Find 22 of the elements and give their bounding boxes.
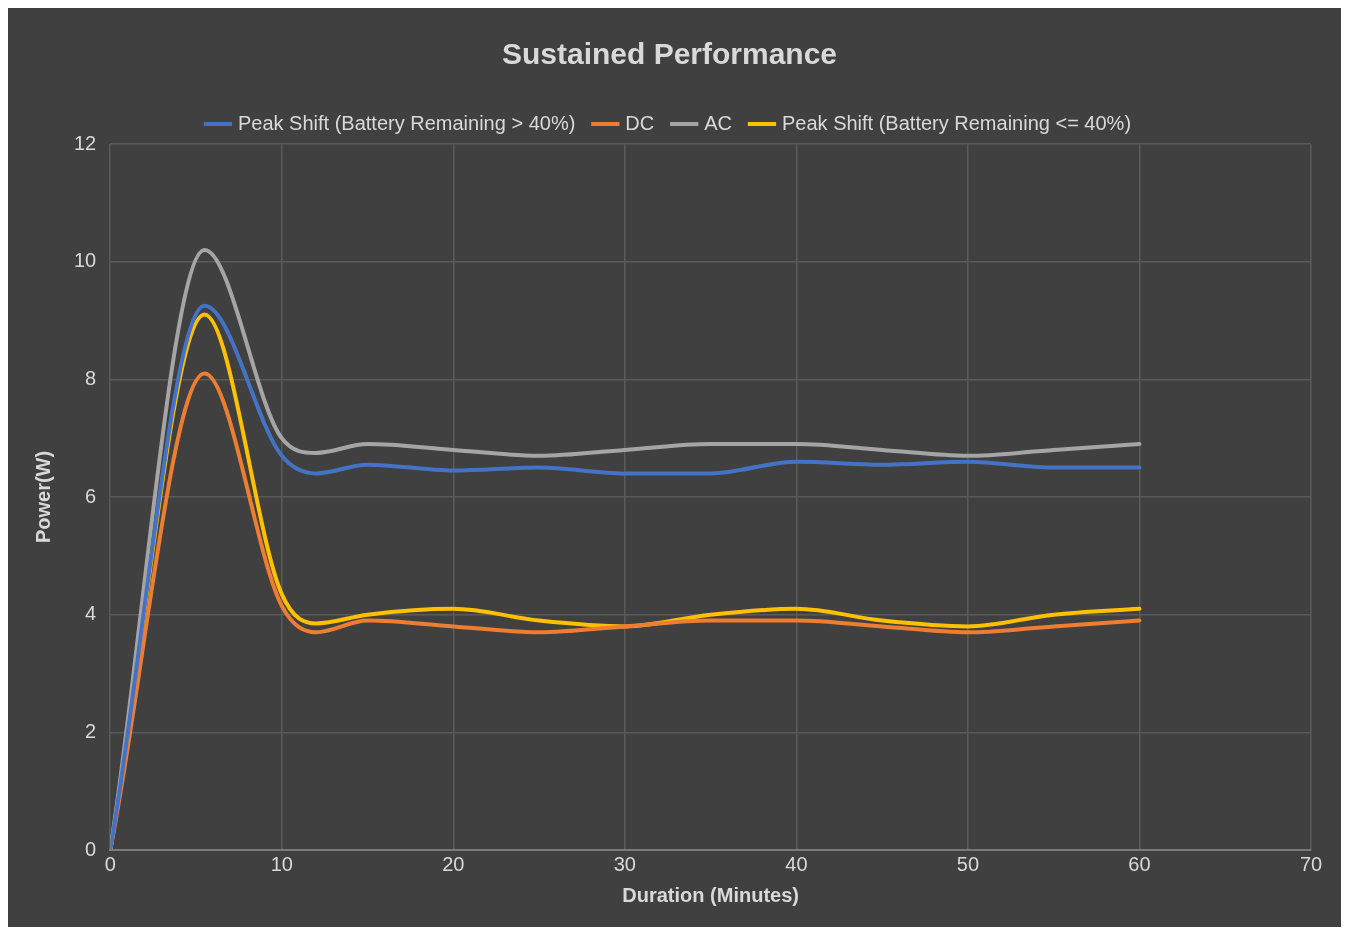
x-tick-label: 70 <box>1299 852 1323 875</box>
x-tick-label: 0 <box>104 852 116 875</box>
y-tick-label: 8 <box>85 366 97 389</box>
x-axis-title: Duration (Minutes) <box>622 883 799 906</box>
y-tick-label: 2 <box>85 719 97 742</box>
y-tick-label: 0 <box>85 837 97 860</box>
y-tick-label: 10 <box>74 249 97 272</box>
x-tick-label: 50 <box>956 852 980 875</box>
y-tick-label: 4 <box>85 602 97 625</box>
legend-label: Peak Shift (Battery Remaining > 40%) <box>237 111 576 134</box>
y-tick-label: 6 <box>85 484 97 507</box>
x-tick-label: 30 <box>613 852 636 875</box>
legend-label: AC <box>704 111 733 134</box>
y-axis-title: Power(W) <box>31 450 54 544</box>
x-tick-label: 40 <box>785 852 808 875</box>
x-tick-label: 10 <box>270 852 293 875</box>
legend-label: DC <box>625 111 655 134</box>
legend-label: Peak Shift (Battery Remaining <= 40%) <box>782 111 1132 134</box>
x-tick-label: 60 <box>1128 852 1151 875</box>
y-tick-label: 12 <box>74 131 97 154</box>
chart-title: Sustained Performance <box>501 37 838 71</box>
x-tick-label: 20 <box>442 852 465 875</box>
